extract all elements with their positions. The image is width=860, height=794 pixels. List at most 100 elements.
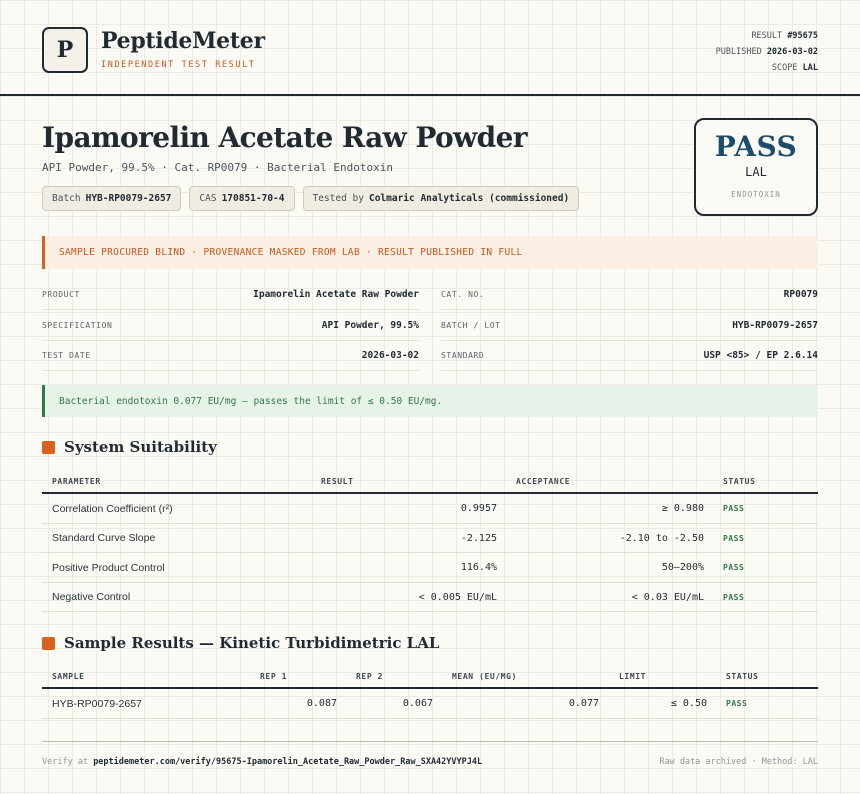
suitability-heading: System Suitability (42, 438, 217, 456)
status-cell: PASS (723, 494, 744, 523)
section-title: System Suitability (64, 438, 217, 456)
sample-cell: HYB-RP0079-2657 (52, 697, 142, 710)
cas-chip-label: CAS (199, 193, 217, 204)
acceptance-cell: ≥ 0.980 (661, 503, 704, 514)
info-cat: CAT. NO. RP0079 (441, 280, 818, 310)
cas-chip-value: 170851-70-4 (221, 193, 285, 204)
info-label: BATCH / LOT (441, 320, 501, 330)
info-batch: BATCH / LOT HYB-RP0079-2657 (441, 311, 818, 341)
table-header: PARAMETER RESULT ACCEPTANCE STATUS (42, 468, 818, 494)
info-standard: STANDARD USP <85> / EP 2.6.14 (441, 341, 818, 371)
info-product: PRODUCT Ipamorelin Acetate Raw Powder (42, 280, 419, 310)
info-value: API Powder, 99.5% (321, 319, 419, 331)
page-footer: Verify at peptidemeter.com/verify/95675-… (42, 741, 818, 781)
acceptance-cell: < 0.03 EU/mL (631, 591, 704, 603)
info-label: CAT. NO. (441, 290, 485, 299)
param-cell: Negative Control (52, 591, 131, 603)
result-id: #95675 (787, 31, 818, 41)
result-cell: 0.9957 (460, 503, 497, 514)
status-badge: PASS (723, 504, 745, 513)
verify-prefix: Verify at (42, 756, 89, 767)
result-cell: 116.4% (460, 562, 497, 573)
info-date: TEST DATE 2026-03-02 (42, 341, 419, 371)
published-label: PUBLISHED (715, 47, 762, 57)
table-row: Standard Curve Slope -2.125 -2.10 to -2.… (42, 524, 818, 553)
result-cell: < 0.005 EU/mL (418, 591, 497, 603)
info-row: SPECIFICATION API Powder, 99.5% BATCH / … (42, 311, 818, 342)
info-spec: SPECIFICATION API Powder, 99.5% (42, 311, 419, 341)
published-date: 2026-03-02 (766, 47, 818, 57)
col-limit: LIMIT (619, 671, 647, 681)
section-bullet-icon (42, 440, 55, 454)
status-cell: PASS (723, 583, 744, 612)
scope-line: SCOPE LAL (716, 60, 818, 76)
scope-label: SCOPE (771, 63, 798, 73)
info-value: Ipamorelin Acetate Raw Powder (253, 289, 419, 300)
info-value: USP <85> / EP 2.6.14 (703, 350, 818, 361)
section-title: Sample Results — Kinetic Turbidimetric L… (64, 634, 440, 652)
result-stamp: PASS LAL ENDOTOXIN (694, 118, 818, 216)
col-rep2: REP 2 (356, 671, 384, 681)
chip-row: Batch HYB-RP0079-2657 CAS 170851-70-4 Test… (42, 186, 580, 211)
col-parameter: PARAMETER (52, 476, 101, 486)
info-value: RP0079 (783, 289, 818, 300)
brand-name[interactable]: PeptideMeter (101, 28, 265, 54)
verify-link[interactable]: peptidemeter.com/verify/95675-Ipamorelin… (93, 756, 483, 767)
info-grid: PRODUCT Ipamorelin Acetate Raw Powder CA… (42, 280, 818, 372)
result-label: RESULT (751, 31, 783, 41)
param-cell: Correlation Coefficient (r²) (52, 502, 173, 515)
verify-line: Verify at peptidemeter.com/verify/95675-… (42, 757, 482, 767)
col-sample: SAMPLE (52, 671, 85, 681)
acceptance-cell: 50–200% (661, 562, 704, 573)
result-cell: -2.125 (460, 532, 497, 544)
status-cell: PASS (726, 689, 747, 718)
status-cell: PASS (723, 553, 744, 582)
info-row: PRODUCT Ipamorelin Acetate Raw Powder CA… (42, 280, 818, 311)
product-subtitle: API Powder, 99.5% · Cat. RP0079 · Bacter… (42, 161, 393, 174)
tested-by-chip: Tested by Colmaric Analyticals (commissio… (302, 186, 580, 211)
info-label: STANDARD (441, 351, 485, 360)
table-row: Positive Product Control 116.4% 50–200% … (42, 553, 818, 583)
scope-value: LAL (802, 63, 818, 73)
info-label: SPECIFICATION (42, 320, 113, 330)
param-cell: Positive Product Control (52, 561, 165, 574)
brand-logo[interactable]: P (42, 27, 88, 73)
samples-table: SAMPLE REP 1 REP 2 MEAN (EU/MG) LIMIT ST… (42, 663, 818, 719)
report-meta: RESULT #95675 PUBLISHED 2026-03-02 SCOPE… (716, 28, 818, 76)
tested-chip-value: Colmaric Analyticals (commissioned) (368, 193, 570, 204)
col-status: STATUS (723, 476, 756, 486)
table-row: Negative Control < 0.005 EU/mL < 0.03 EU… (42, 583, 818, 612)
status-badge: PASS (723, 563, 745, 572)
brand-tagline: INDEPENDENT TEST RESULT (101, 60, 256, 70)
status-cell: PASS (723, 524, 744, 553)
result-id-line: RESULT #95675 (716, 28, 818, 44)
info-value: 2026-03-02 (361, 350, 419, 361)
col-acceptance: ACCEPTANCE (516, 476, 571, 486)
stamp-result: PASS (714, 130, 798, 163)
rep1-cell: 0.087 (306, 698, 337, 709)
samples-heading: Sample Results — Kinetic Turbidimetric L… (42, 634, 439, 652)
stamp-kind: ENDOTOXIN (731, 190, 781, 199)
col-result: RESULT (321, 476, 354, 486)
section-bullet-icon (42, 636, 55, 650)
footer-note: Raw data archived · Method: LAL (659, 756, 818, 767)
limit-cell: ≤ 0.50 (670, 698, 707, 709)
info-label: PRODUCT (42, 290, 80, 299)
page-header: P PeptideMeter INDEPENDENT TEST RESULT R… (0, 0, 860, 96)
table-row: Correlation Coefficient (r²) 0.9957 ≥ 0.… (42, 494, 818, 524)
batch-chip-label: Batch (52, 193, 81, 204)
mean-cell: 0.077 (568, 698, 599, 709)
suitability-table: PARAMETER RESULT ACCEPTANCE STATUS Corre… (42, 468, 818, 612)
col-mean: MEAN (EU/MG) (452, 671, 517, 681)
status-badge: PASS (723, 592, 745, 602)
table-header: SAMPLE REP 1 REP 2 MEAN (EU/MG) LIMIT ST… (42, 663, 818, 689)
stamp-method: LAL (745, 165, 767, 179)
cas-chip: CAS 170851-70-4 (189, 186, 295, 211)
tested-chip-label: Tested by (312, 193, 364, 204)
table-row: HYB-RP0079-2657 0.087 0.067 0.077 ≤ 0.50… (42, 689, 818, 719)
batch-chip: Batch HYB-RP0079-2657 (42, 186, 182, 211)
info-row: TEST DATE 2026-03-02 STANDARD USP <85> /… (42, 341, 818, 372)
product-title: Ipamorelin Acetate Raw Powder (42, 121, 528, 154)
acceptance-cell: -2.10 to -2.50 (619, 532, 704, 544)
blind-notice: SAMPLE PROCURED BLIND · PROVENANCE MASKE… (42, 236, 818, 269)
